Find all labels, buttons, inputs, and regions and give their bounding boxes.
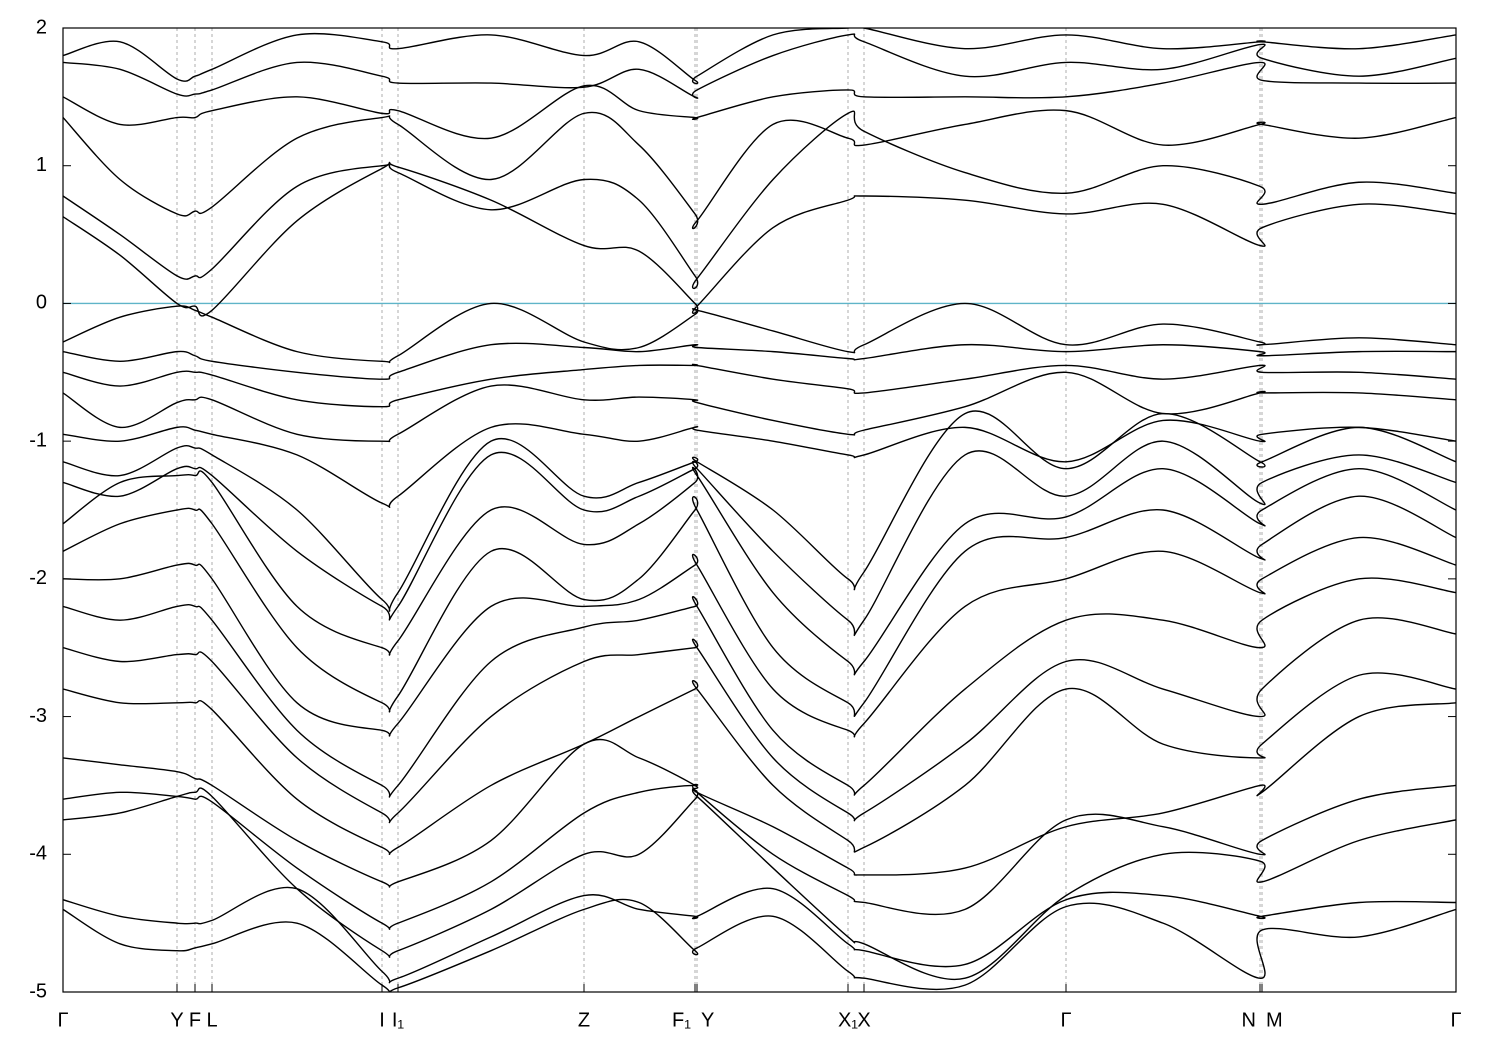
band (63, 419, 1456, 508)
x-tick-label: Γ (1060, 1009, 1071, 1031)
band (63, 61, 1456, 140)
y-tick-label: 1 (36, 154, 47, 176)
x-tick-label: Y (170, 1009, 183, 1031)
band (63, 617, 1456, 824)
x-tick-label: I (379, 1009, 385, 1031)
band (63, 161, 1456, 317)
x-tick-label: L (206, 1009, 217, 1031)
y-tick-label: 0 (36, 292, 47, 314)
band (63, 577, 1456, 798)
x-tick-label: Z (578, 1009, 590, 1031)
band (63, 898, 1456, 992)
band (63, 371, 1456, 443)
band (63, 886, 1456, 984)
plot-frame (62, 27, 1457, 993)
x-tick-label: M (1266, 1009, 1283, 1031)
y-tick-label: -3 (29, 705, 47, 727)
y-tick-label: -1 (29, 429, 47, 451)
x-tick-label: Γ (57, 1009, 68, 1031)
x-tick-label: I₁ (392, 1009, 405, 1031)
x-tick-label: Γ (1450, 1009, 1461, 1031)
band (63, 495, 1456, 717)
grid (176, 28, 1263, 992)
band (63, 302, 1456, 364)
band (63, 363, 1456, 408)
x-tick-label: X (857, 1009, 870, 1031)
band (63, 110, 1456, 289)
band (63, 33, 1456, 99)
band (63, 440, 1456, 636)
band (63, 342, 1456, 380)
y-tick-label: -2 (29, 567, 47, 589)
band (63, 672, 1456, 855)
x-tick-label: F (189, 1009, 201, 1031)
band (63, 536, 1456, 738)
band (63, 410, 1456, 612)
band (63, 783, 1456, 930)
band (63, 787, 1456, 981)
x-tick-label: Y (701, 1009, 714, 1031)
y-tick-label: -4 (29, 843, 47, 865)
band (63, 466, 1456, 676)
x-tick-label: N (1242, 1009, 1256, 1031)
band (63, 28, 1456, 85)
x-tick-label: X₁ (838, 1009, 858, 1031)
y-tick-label: -5 (29, 980, 47, 1002)
band (63, 702, 1456, 888)
x-tick-label: F₁ (672, 1009, 691, 1031)
band (63, 109, 1456, 230)
y-tick-label: 2 (36, 16, 47, 38)
bands (63, 28, 1456, 992)
